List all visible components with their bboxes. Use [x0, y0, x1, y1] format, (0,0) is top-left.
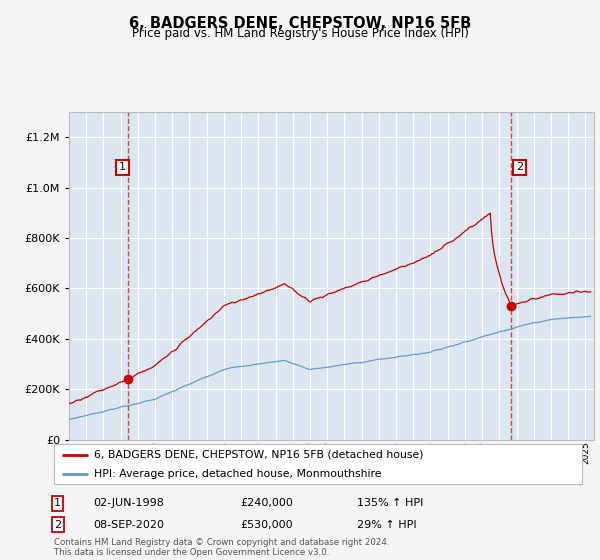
Text: 1: 1 [54, 498, 61, 508]
Text: 2: 2 [516, 162, 523, 172]
Text: 29% ↑ HPI: 29% ↑ HPI [357, 520, 416, 530]
Text: 6, BADGERS DENE, CHEPSTOW, NP16 5FB (detached house): 6, BADGERS DENE, CHEPSTOW, NP16 5FB (det… [94, 450, 423, 460]
Text: 1: 1 [119, 162, 126, 172]
Text: 135% ↑ HPI: 135% ↑ HPI [357, 498, 424, 508]
Text: 08-SEP-2020: 08-SEP-2020 [93, 520, 164, 530]
Text: Price paid vs. HM Land Registry's House Price Index (HPI): Price paid vs. HM Land Registry's House … [131, 27, 469, 40]
Text: 2: 2 [54, 520, 61, 530]
Text: 6, BADGERS DENE, CHEPSTOW, NP16 5FB: 6, BADGERS DENE, CHEPSTOW, NP16 5FB [129, 16, 471, 31]
Text: 02-JUN-1998: 02-JUN-1998 [93, 498, 164, 508]
Text: £530,000: £530,000 [240, 520, 293, 530]
Text: £240,000: £240,000 [240, 498, 293, 508]
Text: HPI: Average price, detached house, Monmouthshire: HPI: Average price, detached house, Monm… [94, 469, 381, 478]
Text: Contains HM Land Registry data © Crown copyright and database right 2024.
This d: Contains HM Land Registry data © Crown c… [54, 538, 389, 557]
